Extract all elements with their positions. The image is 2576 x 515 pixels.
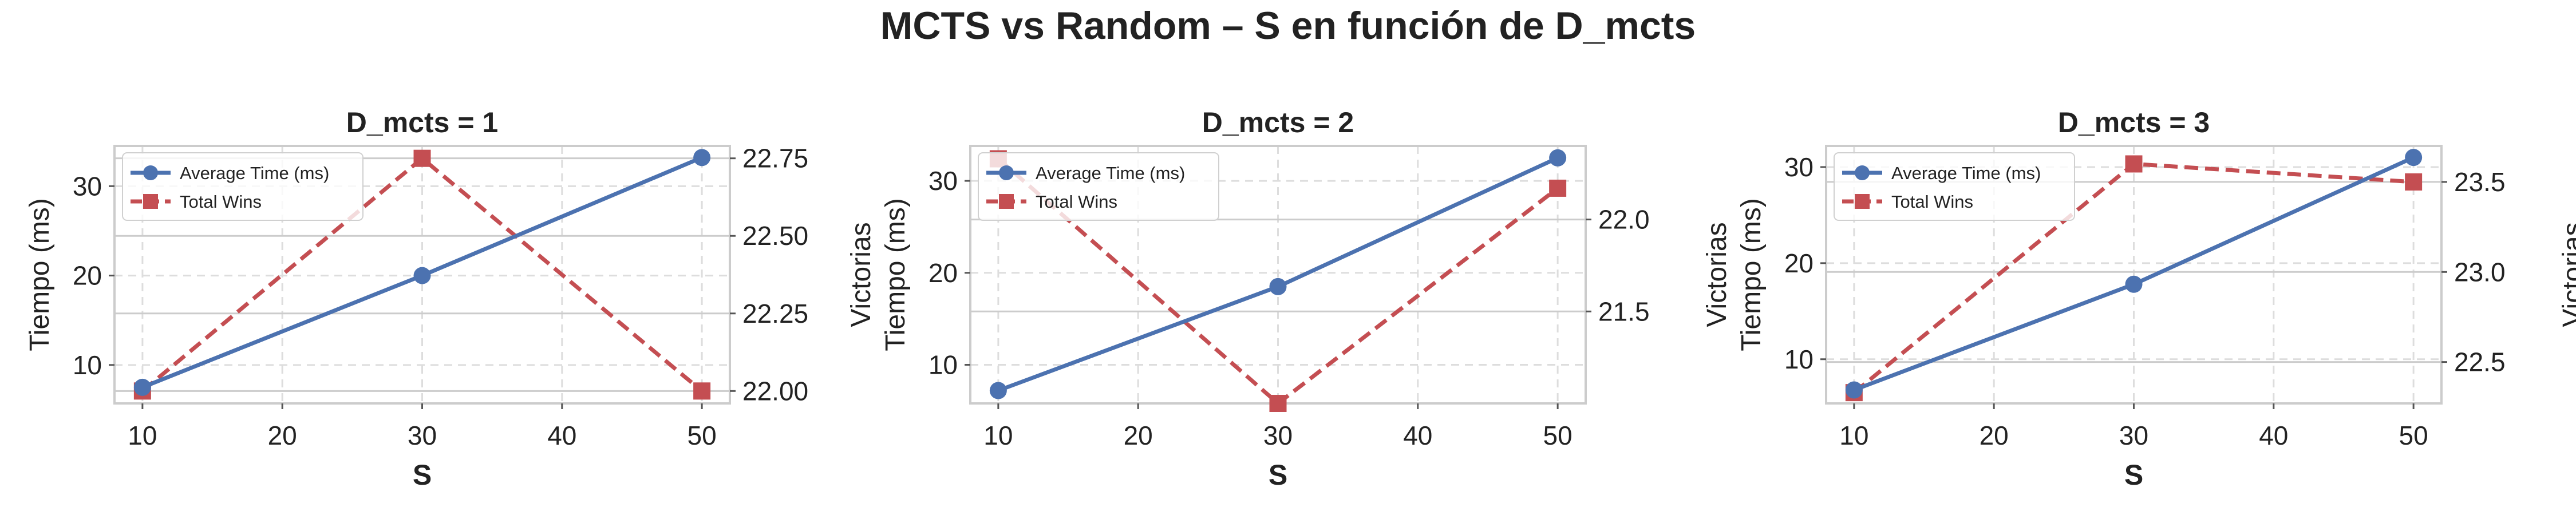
y-axis-label: Tiempo (ms) <box>880 198 911 351</box>
y2-tick-label: 22.75 <box>742 144 808 173</box>
y2-tick-label: 23.5 <box>2454 167 2506 197</box>
x-tick-label: 10 <box>128 421 157 450</box>
x-tick-label: 40 <box>1403 421 1432 450</box>
x-tick-label: 10 <box>1839 421 1868 450</box>
y2-tick-label: 22.25 <box>742 299 808 328</box>
y-tick-label: 10 <box>73 350 102 380</box>
x-tick-label: 10 <box>983 421 1013 450</box>
y2-axis-label: Victorias <box>2558 222 2576 327</box>
x-axis-label: S <box>413 459 432 491</box>
legend-label: Average Time (ms) <box>180 163 329 183</box>
legend-box <box>1834 152 2075 221</box>
time-marker <box>133 378 151 396</box>
subplot-2: 10 20 30 40 50 10 20 30 21.5 22.0 D_mcts = 2 S Tiemp… <box>880 106 1732 491</box>
y-axis-label: Tiempo (ms) <box>25 198 55 351</box>
time-marker <box>1269 278 1287 295</box>
x-tick-label: 40 <box>547 421 576 450</box>
y-tick-label: 10 <box>1784 344 1814 374</box>
subplot-3: 10 20 30 40 50 10 20 30 22.5 23.0 23.5 D_mcts = 3 S T… <box>1736 106 2576 491</box>
legend-box <box>978 152 1219 221</box>
y2-tick-label: 21.5 <box>1598 296 1650 326</box>
legend-label: Total Wins <box>1036 192 1117 212</box>
x-tick-label: 20 <box>1980 421 2009 450</box>
subplot-title: D_mcts = 2 <box>1202 106 1354 138</box>
x-tick-label: 40 <box>2259 421 2288 450</box>
x-tick-label: 50 <box>2399 421 2428 450</box>
x-tick-label: 50 <box>688 421 717 450</box>
wins-marker <box>2125 155 2143 173</box>
time-marker <box>1845 381 1863 399</box>
time-marker <box>693 149 711 167</box>
y-axis-label: Tiempo (ms) <box>1736 198 1767 351</box>
x-tick-label: 30 <box>408 421 437 450</box>
wins-marker <box>413 149 431 167</box>
time-marker <box>2125 275 2143 293</box>
y-tick-label: 30 <box>929 166 958 196</box>
y2-tick-label: 22.0 <box>1598 205 1650 235</box>
legend-swatch-marker <box>1855 165 1870 180</box>
x-tick-label: 50 <box>1543 421 1573 450</box>
time-marker <box>413 267 431 284</box>
time-marker <box>989 382 1007 399</box>
legend-label: Average Time (ms) <box>1036 163 1185 183</box>
y2-axis-label: Victorias <box>846 222 876 327</box>
x-tick-label: 30 <box>1263 421 1293 450</box>
y-tick-label: 20 <box>929 258 958 288</box>
time-marker <box>1549 149 1567 167</box>
y2-tick-label: 23.0 <box>2454 257 2506 287</box>
y2-tick-label: 22.50 <box>742 221 808 251</box>
wins-marker <box>1549 179 1567 197</box>
x-axis-label: S <box>2124 459 2143 491</box>
y-tick-label: 30 <box>1784 152 1814 182</box>
wins-marker <box>1269 395 1287 412</box>
wins-marker <box>2405 173 2423 191</box>
x-axis-label: S <box>1269 459 1287 491</box>
legend-swatch-marker <box>143 194 158 209</box>
y-tick-label: 20 <box>73 261 102 291</box>
y-tick-label: 30 <box>73 171 102 201</box>
time-marker <box>2405 149 2423 167</box>
legend-swatch-marker <box>999 165 1014 180</box>
y2-tick-label: 22.00 <box>742 376 808 406</box>
legend-swatch-marker <box>143 165 158 180</box>
legend-swatch-marker <box>999 194 1014 209</box>
subplot-1: 10 20 30 40 50 10 20 30 22.00 22.25 22.50 22.75 D_mc… <box>25 106 876 491</box>
y-tick-label: 10 <box>929 350 958 380</box>
x-tick-label: 30 <box>2119 421 2148 450</box>
figure-title: MCTS vs Random – S en función de D_mcts <box>880 4 1696 47</box>
x-tick-label: 20 <box>1124 421 1153 450</box>
legend-label: Total Wins <box>1891 192 1973 212</box>
subplot-title: D_mcts = 3 <box>2058 106 2210 138</box>
legend-label: Average Time (ms) <box>1891 163 2041 183</box>
legend-swatch-marker <box>1855 194 1870 209</box>
y-tick-label: 20 <box>1784 248 1814 278</box>
wins-marker <box>693 382 711 400</box>
legend-box <box>122 152 364 221</box>
y2-tick-label: 22.5 <box>2454 347 2506 377</box>
x-tick-label: 20 <box>268 421 297 450</box>
subplot-title: D_mcts = 1 <box>346 106 498 138</box>
legend-label: Total Wins <box>180 192 262 212</box>
y2-axis-label: Victorias <box>1702 222 1732 327</box>
